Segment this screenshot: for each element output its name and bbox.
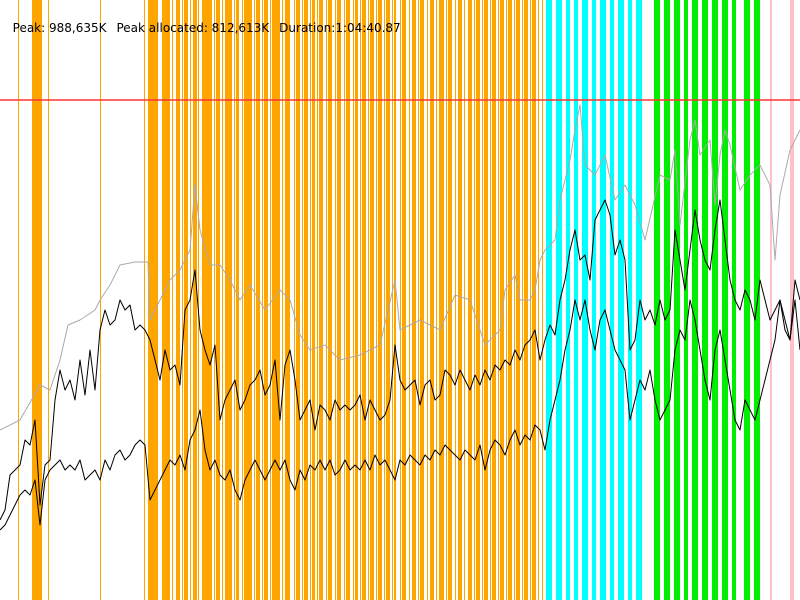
orange-band-18 xyxy=(319,0,323,600)
orange-band-17 xyxy=(312,0,315,600)
cyan-band-9 xyxy=(628,0,632,600)
stats-header: Peak: 988,635K Peak allocated: 812,613K Du… xyxy=(5,4,411,36)
orange-band-16 xyxy=(304,0,308,600)
pink-band-1 xyxy=(790,0,794,600)
green-band-1 xyxy=(664,0,670,600)
cyan-band-3 xyxy=(574,0,578,600)
orange-band-41 xyxy=(516,0,520,600)
orange-band-6 xyxy=(202,0,212,600)
orange-band-13 xyxy=(272,0,280,600)
orange-band-30 xyxy=(420,0,424,600)
orange-band-15 xyxy=(296,0,300,600)
cyan-band-6 xyxy=(600,0,606,600)
green-band-5 xyxy=(702,0,708,600)
orange-band-20 xyxy=(337,0,341,600)
orange-band-33 xyxy=(448,0,452,600)
orange-band-39 xyxy=(500,0,504,600)
green-band-6 xyxy=(712,0,718,600)
orange-band-36 xyxy=(476,0,480,600)
green-band-2 xyxy=(674,0,680,600)
orange-band-25 xyxy=(378,0,382,600)
green-band-0 xyxy=(654,0,660,600)
orange-band-8 xyxy=(225,0,232,600)
orange-band-14 xyxy=(285,0,290,600)
orange-band-28 xyxy=(402,0,406,600)
peak-allocated-label: Peak allocated: 812,613K xyxy=(116,21,270,35)
orange-band-5 xyxy=(193,0,197,600)
memory-series xyxy=(0,104,800,531)
orange-band-34 xyxy=(458,0,462,600)
orange-band-21 xyxy=(346,0,350,600)
green-band-4 xyxy=(692,0,698,600)
orange-band-32 xyxy=(439,0,444,600)
green-band-3 xyxy=(684,0,688,600)
orange-band-1 xyxy=(148,0,158,600)
orange-band-22 xyxy=(355,0,358,600)
green-band-7 xyxy=(722,0,728,600)
orange-band-12 xyxy=(264,0,268,600)
orange-band-3 xyxy=(176,0,180,600)
series-line-1 xyxy=(0,199,800,521)
duration-label: Duration:1:04:40.87 xyxy=(279,21,401,35)
pink-band-0 xyxy=(770,0,772,600)
orange-band-27 xyxy=(394,0,396,600)
cyan-band-0 xyxy=(546,0,552,600)
orange-band-26 xyxy=(386,0,390,600)
orange-band-29 xyxy=(412,0,416,600)
orange-band-2 xyxy=(162,0,170,600)
orange-band-19 xyxy=(328,0,332,600)
green-band-8 xyxy=(732,0,736,600)
orange-band-4 xyxy=(184,0,188,600)
orange-band-7 xyxy=(216,0,220,600)
orange-band-43 xyxy=(532,0,536,600)
green-band-9 xyxy=(744,0,750,600)
cyan-band-10 xyxy=(636,0,642,600)
phase-bands xyxy=(18,0,794,600)
cyan-band-5 xyxy=(592,0,596,600)
orange-band-37 xyxy=(484,0,488,600)
orange-band-31 xyxy=(430,0,434,600)
cyan-band-2 xyxy=(566,0,570,600)
cyan-band-8 xyxy=(618,0,624,600)
orange-band-11 xyxy=(256,0,260,600)
series-line-2 xyxy=(0,279,800,531)
cyan-band-1 xyxy=(556,0,562,600)
orange-band-24 xyxy=(370,0,374,600)
cyan-band-7 xyxy=(610,0,614,600)
orange-band-9 xyxy=(236,0,239,600)
orange-band-10 xyxy=(244,0,252,600)
orange-band-38 xyxy=(492,0,496,600)
peak-label: Peak: 988,635K xyxy=(12,21,107,35)
series-line-0 xyxy=(0,104,800,431)
orange-band-0 xyxy=(32,0,42,600)
orange-band-40 xyxy=(508,0,512,600)
orange-band-23 xyxy=(362,0,366,600)
